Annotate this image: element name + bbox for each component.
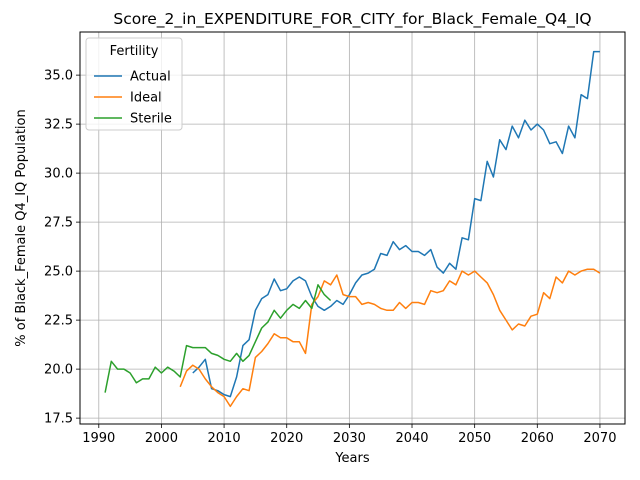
x-tick-label: 2070 [583,431,616,446]
legend-label-sterile: Sterile [130,112,172,127]
series-line-actual [192,50,600,398]
y-tick-label: 17.5 [44,412,73,427]
series-line-ideal [179,268,601,408]
legend-label-actual: Actual [130,70,171,85]
legend-box [85,37,183,131]
plot-frame [79,31,626,425]
legend-title: Fertility [110,44,159,59]
x-tick-label: 2000 [145,431,178,446]
series-line-sterile [104,284,332,393]
y-tick-label: 32.5 [44,118,73,133]
y-tick-label: 22.5 [44,314,73,329]
series-lines [104,50,601,408]
y-tick-label: 35.0 [44,69,73,84]
x-tick-label: 2030 [333,431,366,446]
axis-ticks: 1990 2000 2010 2020 2030 2040 2050 2060 2070 17.5… [44,69,616,446]
y-tick-label: 20.0 [44,363,73,378]
y-tick-label: 27.5 [44,216,73,231]
chart-title: Score_2_in_EXPENDITURE_FOR_CITY_for_Blac… [113,10,591,29]
grid-lines [80,32,625,424]
x-tick-label: 2020 [270,431,303,446]
x-tick-label: 2010 [208,431,241,446]
y-tick-label: 25.0 [44,265,73,280]
y-axis-label: % of Black_Female Q4_IQ Population [14,109,29,346]
x-tick-label: 2060 [521,431,554,446]
legend: Fertility Actual Ideal Sterile [85,37,183,131]
x-tick-label: 2050 [458,431,491,446]
legend-label-ideal: Ideal [130,91,162,106]
y-tick-label: 30.0 [44,167,73,182]
x-tick-label: 2040 [395,431,428,446]
x-axis-label: Years [334,451,370,466]
x-tick-label: 1990 [82,431,115,446]
